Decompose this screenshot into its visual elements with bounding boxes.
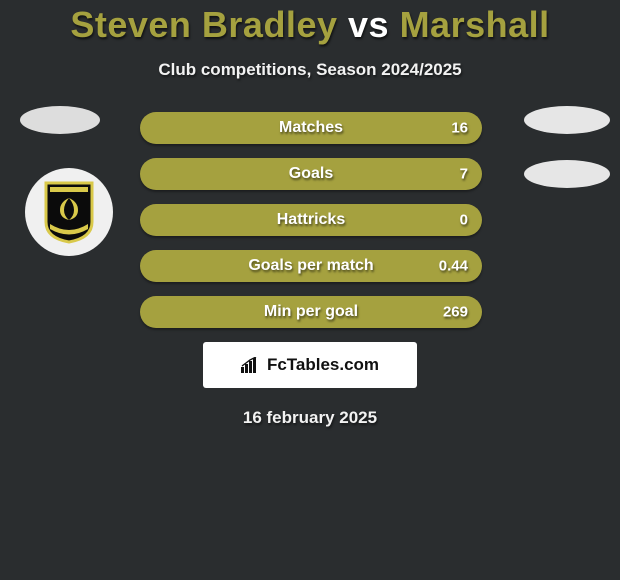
stat-value: 269 [443,304,468,321]
stat-value: 0 [460,212,468,229]
club-badge [25,168,113,256]
subtitle: Club competitions, Season 2024/2025 [0,60,620,80]
stat-row-goals: Goals 7 [140,158,482,190]
stat-label: Goals per match [248,257,373,275]
club-shield-icon [42,180,96,244]
avatar-placeholder-right-1 [524,106,610,134]
comparison-card: Steven Bradley vs Marshall Club competit… [0,0,620,428]
page-title: Steven Bradley vs Marshall [0,4,620,46]
stat-label: Matches [279,119,343,137]
stat-label: Min per goal [264,303,358,321]
avatar-placeholder-right-2 [524,160,610,188]
stat-label: Hattricks [277,211,345,229]
stat-row-goals-per-match: Goals per match 0.44 [140,250,482,282]
brand-box[interactable]: FcTables.com [203,342,417,388]
stats-rows: Matches 16 Goals 7 Hattricks 0 Goals per… [140,112,482,328]
stat-label: Goals [289,165,333,183]
avatar-placeholder-left [20,106,100,134]
stat-row-min-per-goal: Min per goal 269 [140,296,482,328]
stat-value: 7 [460,166,468,183]
stat-value: 0.44 [439,258,468,275]
stats-stage: Matches 16 Goals 7 Hattricks 0 Goals per… [0,112,620,428]
stat-row-matches: Matches 16 [140,112,482,144]
player2-name: Marshall [400,4,550,45]
bar-chart-icon [241,357,261,373]
vs-label: vs [348,4,389,45]
stat-value: 16 [451,120,468,137]
player1-name: Steven Bradley [70,4,337,45]
brand-text: FcTables.com [267,355,379,375]
date-label: 16 february 2025 [0,408,620,428]
stat-row-hattricks: Hattricks 0 [140,204,482,236]
